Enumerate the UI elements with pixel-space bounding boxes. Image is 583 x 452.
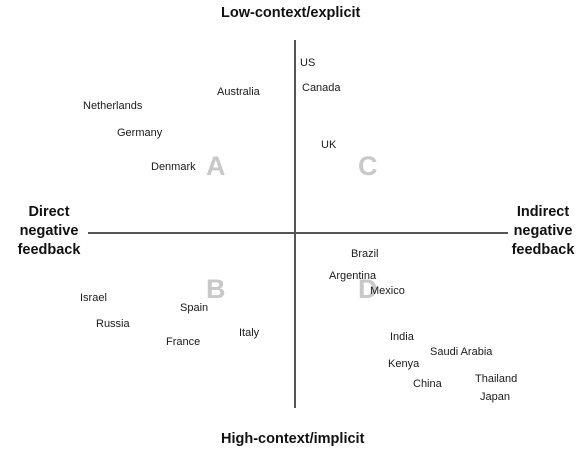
country-mexico: Mexico bbox=[370, 285, 405, 297]
axis-title-left-line-2: negative bbox=[19, 223, 79, 239]
axis-title-right-line-2: negative bbox=[513, 223, 573, 239]
vertical-axis-line bbox=[294, 40, 296, 408]
country-china: China bbox=[413, 378, 442, 390]
country-uk: UK bbox=[321, 139, 337, 151]
axis-title-left-line-3: feedback bbox=[17, 242, 81, 258]
country-italy: Italy bbox=[239, 327, 260, 339]
country-kenya: Kenya bbox=[388, 358, 420, 370]
axis-title-right: Indirect negative feedback bbox=[508, 203, 578, 260]
country-russia: Russia bbox=[96, 318, 130, 330]
country-denmark: Denmark bbox=[151, 161, 196, 173]
country-australia: Australia bbox=[217, 86, 260, 98]
country-argentina: Argentina bbox=[329, 270, 377, 282]
country-spain: Spain bbox=[180, 302, 209, 314]
country-brazil: Brazil bbox=[351, 248, 379, 260]
country-us: US bbox=[300, 57, 316, 69]
country-canada: Canada bbox=[302, 82, 341, 94]
country-israel: Israel bbox=[80, 292, 107, 304]
quadrant-c-label: C bbox=[358, 151, 378, 181]
axis-title-top: Low-context/explicit bbox=[221, 5, 361, 21]
country-thailand: Thailand bbox=[475, 373, 518, 385]
quadrant-d-label: D bbox=[358, 274, 378, 304]
quadrant-a-label: A bbox=[206, 151, 226, 181]
quadrant-b-label: B bbox=[206, 274, 226, 304]
country-netherlands: Netherlands bbox=[83, 100, 143, 112]
axis-title-right-line-3: feedback bbox=[511, 242, 575, 258]
country-saudi-arabia: Saudi Arabia bbox=[430, 346, 493, 358]
axis-title-right-line-1: Indirect bbox=[516, 204, 570, 220]
country-france: France bbox=[166, 336, 201, 348]
axis-title-bottom: High-context/implicit bbox=[221, 431, 365, 447]
axis-title-left: Direct negative feedback bbox=[14, 203, 84, 260]
country-germany: Germany bbox=[117, 127, 163, 139]
axis-title-left-line-1: Direct bbox=[28, 204, 70, 220]
horizontal-axis-line bbox=[88, 232, 508, 234]
country-japan: Japan bbox=[480, 391, 510, 403]
country-india: India bbox=[390, 331, 414, 343]
